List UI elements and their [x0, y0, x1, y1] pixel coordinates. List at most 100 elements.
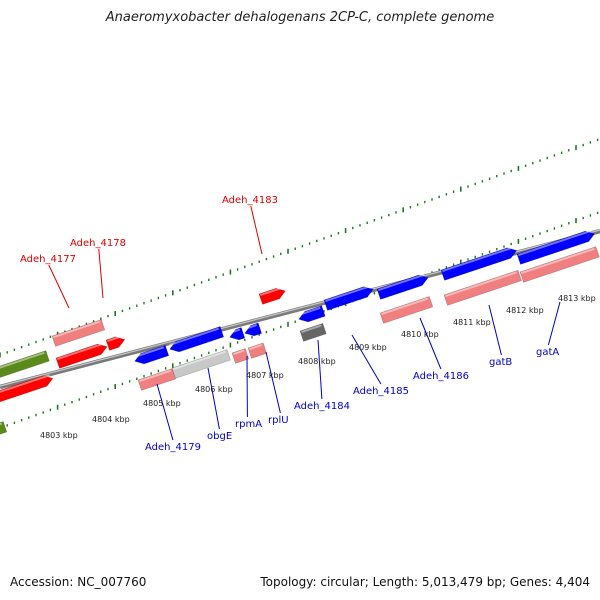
kbp-label: 4813 kbp — [558, 294, 596, 303]
reverse-leader — [351, 334, 382, 385]
gene-pink-1-shape — [51, 319, 106, 347]
kbp-label: 4807 kbp — [246, 371, 284, 380]
gene-blue-1-shape — [134, 344, 170, 365]
gene-blue-7-shine — [378, 273, 426, 292]
gene-red-4-shape — [258, 287, 286, 305]
gene-red-3-shape — [105, 336, 126, 351]
gene-features — [0, 229, 600, 437]
gene-pink-5-shape — [379, 296, 434, 324]
kbp-label: 4804 kbp — [92, 415, 130, 424]
reverse-gene-label: Adeh_4186 — [413, 371, 469, 382]
gene-pink-6 — [443, 269, 522, 306]
gene-red-4-shine — [260, 286, 283, 297]
gene-blue-4 — [244, 322, 263, 337]
gene-gray — [299, 322, 327, 342]
kbp-label: 4811 kbp — [453, 318, 491, 327]
gene-pink-3-shape — [247, 342, 268, 359]
reverse-leader — [547, 301, 561, 346]
reverse-gene-label: rpmA — [235, 419, 262, 430]
gene-blue-2-shape — [169, 326, 225, 353]
reverse-gene-label: gatB — [489, 357, 512, 368]
kbp-label: 4806 kbp — [195, 385, 233, 394]
reverse-gene-label: obgE — [207, 431, 232, 442]
gene-blue-5 — [298, 305, 326, 323]
gene-pink-7-shine — [521, 247, 595, 275]
gene-pink-5-shine — [381, 297, 429, 316]
kbp-label: 4810 kbp — [401, 330, 439, 339]
gene-pink-6-shine — [445, 271, 517, 298]
gene-red-2-shine — [57, 342, 105, 361]
gene-blue-3 — [229, 327, 246, 341]
gene-olive — [0, 350, 50, 387]
gene-blue-5-shine — [298, 306, 321, 317]
gene-pink-4-shine — [139, 369, 172, 383]
kbp-label: 4809 kbp — [349, 343, 387, 352]
reverse-leader — [207, 367, 220, 430]
gene-blue-5-shape — [298, 305, 326, 323]
gene-pink-3 — [247, 342, 268, 359]
gene-blue-2-shine — [169, 327, 220, 347]
gene-pink-6-shape — [443, 269, 522, 306]
gene-blue-8 — [440, 246, 518, 281]
gene-pink-2 — [231, 348, 250, 364]
gene-olive-2-shine — [0, 422, 3, 429]
gene-blue-8-shine — [442, 246, 514, 273]
accession-text: Accession: NC_007760 — [10, 575, 147, 589]
topology-summary: Topology: circular; Length: 5,013,479 bp… — [260, 575, 590, 589]
gene-gray-shine — [301, 324, 322, 334]
gene-red-1-shape — [0, 375, 54, 408]
forward-gene-label: Adeh_4178 — [70, 238, 126, 249]
gene-pink-1-shine — [53, 320, 101, 339]
forward-gene-label: Adeh_4177 — [20, 254, 76, 265]
gene-blue-9-shape — [516, 230, 596, 265]
gene-gray-shape — [299, 322, 327, 342]
gene-blue-1 — [134, 344, 170, 365]
gene-lightgray-shine — [173, 350, 226, 371]
kbp-label: 4812 kbp — [506, 306, 544, 315]
forward-gene-label: Adeh_4183 — [222, 195, 278, 206]
gene-lightgray — [171, 349, 231, 379]
kbp-label: 4805 kbp — [143, 399, 181, 408]
gene-red-3-shine — [107, 335, 122, 343]
gene-blue-8-shape — [440, 247, 518, 281]
gene-pink-2-shape — [231, 348, 250, 364]
label-leader-lines — [48, 205, 561, 441]
gene-olive-shape — [0, 350, 50, 387]
gene-blue-2 — [169, 326, 225, 353]
gene-olive-2-shape — [0, 421, 8, 437]
forward-leader — [48, 264, 70, 309]
gene-blue-4-shine — [244, 324, 258, 331]
forward-leader — [250, 205, 263, 255]
reverse-leader — [156, 383, 174, 441]
gene-blue-6-shape — [323, 286, 374, 311]
gene-pink-2-shine — [233, 349, 245, 356]
reverse-gene-label: Adeh_4179 — [145, 442, 201, 453]
kbp-label: 4803 kbp — [40, 431, 78, 440]
gene-blue-3-shine — [229, 328, 241, 335]
gene-blue-6 — [323, 285, 374, 311]
reverse-gene-label: Adeh_4184 — [294, 401, 350, 412]
gene-blue-9 — [516, 229, 596, 265]
kbp-scale-labels: 4803 kbp 4804 kbp 4805 kbp 4806 kbp 4807 kbp… — [40, 294, 596, 440]
gene-blue-7 — [376, 273, 429, 300]
gene-red-2-shape — [55, 343, 108, 369]
gene-red-1 — [0, 374, 54, 408]
reverse-gene-label: gatA — [536, 347, 559, 358]
gene-pink-4 — [137, 368, 177, 391]
reverse-leader — [419, 317, 442, 370]
gene-red-3 — [105, 335, 126, 351]
gene-blue-6-shine — [325, 285, 371, 303]
reverse-leader — [317, 339, 323, 400]
reverse-gene-label: rplU — [268, 415, 289, 426]
gene-blue-3-shape — [229, 327, 246, 341]
gene-pink-3-shine — [249, 344, 263, 351]
gene-pink-7-shape — [519, 246, 600, 283]
gene-blue-4-shape — [244, 322, 263, 337]
gene-olive-shine — [0, 351, 45, 379]
gene-blue-1-shine — [134, 346, 165, 359]
gene-pink-7 — [519, 246, 600, 283]
gene-red-2 — [55, 342, 108, 369]
map-title: Anaeromyxobacter dehalogenans 2CP-C, com… — [105, 10, 495, 25]
reverse-leader — [265, 351, 281, 414]
